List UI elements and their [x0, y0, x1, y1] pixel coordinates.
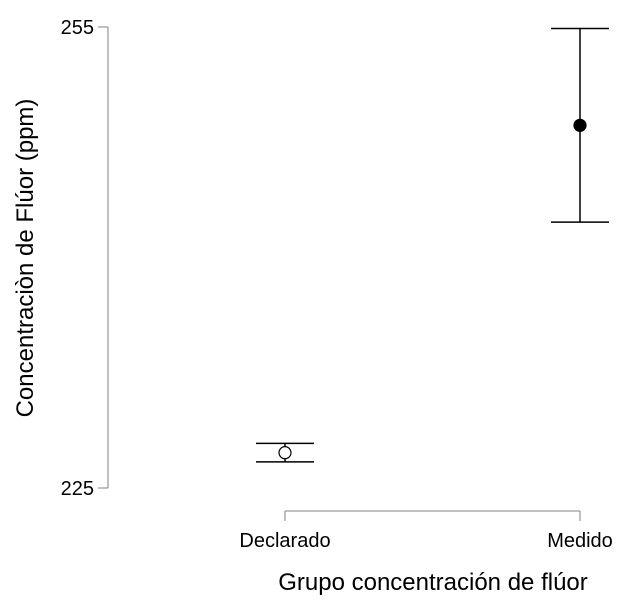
- y-tick-label: 255: [61, 17, 94, 39]
- data-point-filled: [573, 118, 587, 132]
- x-tick-label: Declarado: [239, 530, 330, 552]
- axes-group: 225 255 Declarado Medido: [61, 17, 613, 552]
- marks-group: [256, 27, 609, 463]
- y-axis-title: Concentraciòn de Flúor (ppm): [12, 99, 39, 418]
- y-tick-label: 225: [61, 478, 94, 500]
- x-tick-label: Medido: [547, 530, 613, 552]
- x-axis-title: Grupo concentración de flúor: [278, 569, 588, 596]
- data-point-open: [278, 446, 292, 460]
